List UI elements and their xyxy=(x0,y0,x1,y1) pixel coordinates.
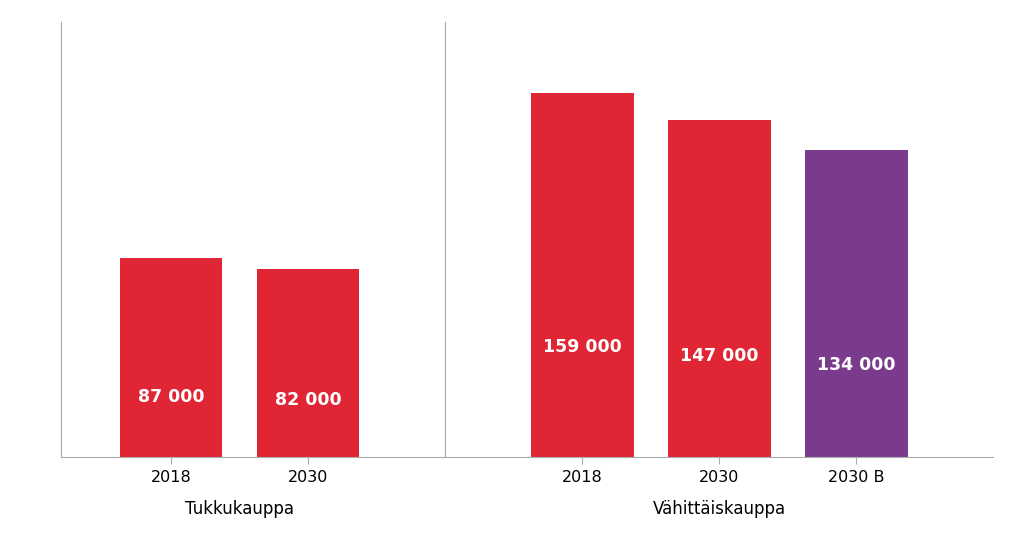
Text: 147 000: 147 000 xyxy=(680,346,759,365)
Text: 159 000: 159 000 xyxy=(543,338,622,356)
Bar xyxy=(257,269,359,456)
Text: 87 000: 87 000 xyxy=(138,388,205,406)
Bar xyxy=(805,150,907,456)
Text: 82 000: 82 000 xyxy=(274,391,341,409)
Text: Vähittäiskauppa: Vähittäiskauppa xyxy=(652,500,785,518)
Bar xyxy=(120,257,222,456)
Bar xyxy=(668,120,771,456)
Bar xyxy=(530,93,634,456)
Text: Tukkukauppa: Tukkukauppa xyxy=(185,500,294,518)
Text: 134 000: 134 000 xyxy=(817,355,896,373)
